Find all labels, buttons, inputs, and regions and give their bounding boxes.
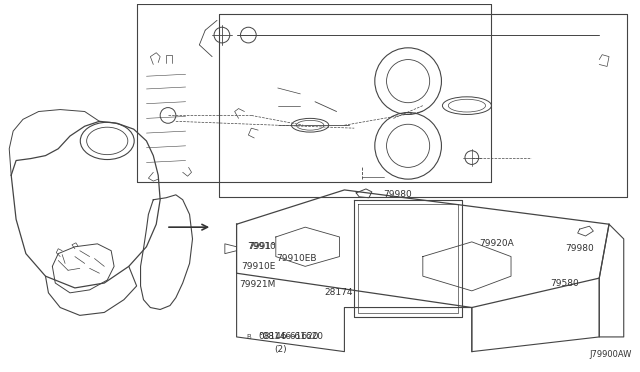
Text: °08146-61620: °08146-61620: [258, 333, 323, 341]
Text: 79921M: 79921M: [239, 279, 276, 289]
Text: B: B: [246, 334, 251, 340]
Text: (2): (2): [274, 345, 287, 354]
Text: 79980: 79980: [383, 190, 412, 199]
Text: 28174: 28174: [325, 288, 353, 297]
Text: 79580: 79580: [550, 279, 579, 288]
Text: 79910EB: 79910EB: [276, 254, 316, 263]
Text: 79920A: 79920A: [479, 239, 515, 248]
Text: 79910: 79910: [247, 242, 276, 251]
Text: 7991°: 7991°: [248, 242, 276, 251]
Text: 79980: 79980: [565, 244, 594, 253]
Text: 79910E: 79910E: [241, 262, 276, 271]
Text: J79900AW: J79900AW: [589, 350, 632, 359]
Text: 08146-61620: 08146-61620: [258, 333, 319, 341]
